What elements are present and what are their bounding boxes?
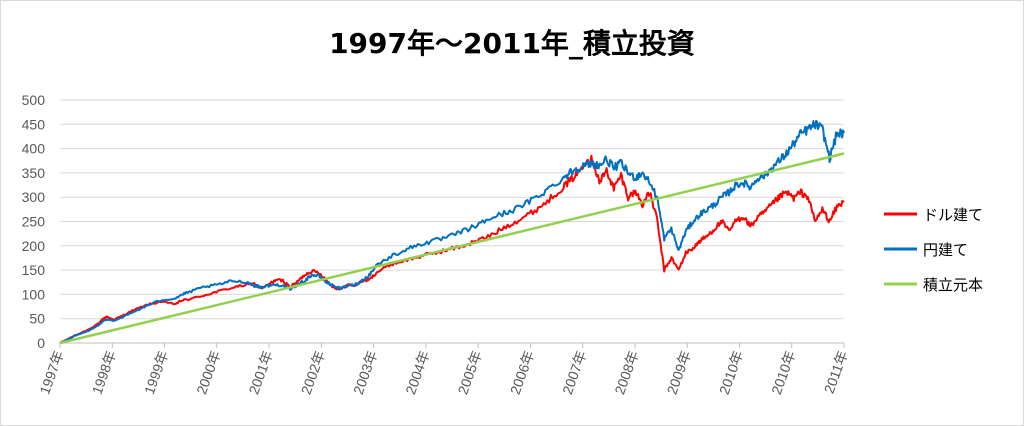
series-line <box>59 152 845 345</box>
x-tick-label: 2001年 <box>245 349 275 397</box>
series-lines <box>59 120 845 345</box>
series-line <box>59 120 845 344</box>
y-tick-label: 200 <box>22 238 46 254</box>
x-tick-label: 2005年 <box>454 349 484 397</box>
gridlines <box>60 99 844 344</box>
y-tick-label: 250 <box>22 214 46 230</box>
x-tick-label: 1998年 <box>89 349 119 397</box>
y-tick-label: 0 <box>37 335 45 351</box>
legend-label: 円建て <box>923 241 968 259</box>
x-tick-label: 2007年 <box>559 349 589 397</box>
y-tick-label: 300 <box>22 189 46 205</box>
legend-label: 積立元本 <box>923 276 983 294</box>
y-tick-label: 400 <box>22 141 46 157</box>
legend-label: ドル建て <box>923 206 983 224</box>
chart-title: 1997年～2011年_積立投資 <box>329 27 695 60</box>
x-axis-ticks: 1997年 1998年 1999年 2000年 2001年 2002年 2003年 2004年… <box>36 343 851 397</box>
y-tick-label: 100 <box>22 286 46 302</box>
x-tick-label: 1997年 <box>36 349 66 397</box>
x-tick-label: 2009年 <box>664 349 694 397</box>
y-axis-ticks: 0 50 100 150 200 250 300 350 400 450 500 <box>22 92 46 351</box>
x-tick-label: 2000年 <box>193 349 223 397</box>
x-tick-label: 2002年 <box>298 349 328 397</box>
x-tick-label: 2006年 <box>507 349 537 397</box>
y-tick-label: 350 <box>22 165 46 181</box>
y-tick-label: 150 <box>22 262 46 278</box>
y-tick-label: 450 <box>22 116 46 132</box>
y-tick-label: 500 <box>22 92 46 108</box>
x-tick-label: 2008年 <box>611 349 641 397</box>
y-tick-label: 50 <box>29 311 45 327</box>
x-tick-label: 2010年 <box>716 349 746 397</box>
series-line <box>59 154 845 344</box>
x-tick-label: 2003年 <box>350 349 380 397</box>
x-tick-label: 2011年 <box>821 349 851 396</box>
x-tick-label: 2004年 <box>402 349 432 397</box>
x-tick-label: 2010年 <box>768 349 798 397</box>
x-tick-label: 1999年 <box>141 349 171 397</box>
